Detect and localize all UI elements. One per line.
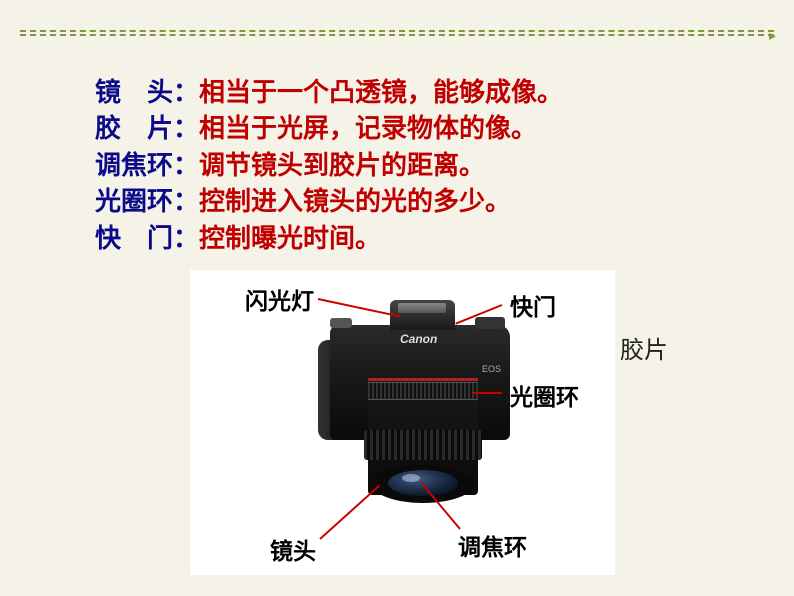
term: 调焦环： [95, 151, 199, 180]
definition-row: 镜 头：相当于一个凸透镜，能够成像。 [95, 75, 563, 111]
desc: 相当于一个凸透镜，能够成像。 [199, 78, 563, 107]
pointer-aperture [472, 392, 502, 394]
aperture-ring-shape [368, 382, 478, 400]
lens-reflection [402, 474, 420, 482]
camera-shutter-shape [330, 318, 352, 328]
desc: 控制进入镜头的光的多少。 [199, 187, 511, 216]
focus-ring-shape [364, 430, 482, 460]
diagram-label-aperture: 光圈环 [510, 378, 579, 412]
diagram-label-lens: 镜头 [270, 532, 316, 566]
term: 胶 片： [95, 114, 199, 143]
term: 光圈环： [95, 187, 199, 216]
definition-row: 调焦环：调节镜头到胶片的距离。 [95, 148, 563, 184]
diagram-label-focus: 调焦环 [458, 528, 527, 562]
camera-diagram: Canon EOS 闪光灯 快门光圈环调焦环 镜头 [190, 270, 615, 575]
brand-text: Canon [400, 332, 437, 346]
model-text: EOS [482, 365, 501, 374]
diagram-label-shutter: 快门 [510, 288, 556, 322]
lens-red-line [368, 378, 478, 381]
desc: 调节镜头到胶片的距离。 [199, 151, 485, 180]
diagram-label-flash: 闪光灯 [245, 282, 314, 316]
desc: 相当于光屏，记录物体的像。 [199, 114, 537, 143]
term: 镜 头： [95, 78, 199, 107]
decorative-divider: ▸ [20, 30, 774, 38]
definition-row: 胶 片：相当于光屏，记录物体的像。 [95, 111, 563, 147]
camera-dial-shape [475, 317, 505, 329]
film-extra-label: 胶片 [620, 330, 668, 365]
definitions-block: 镜 头：相当于一个凸透镜，能够成像。 胶 片：相当于光屏，记录物体的像。 调焦环… [95, 75, 563, 257]
definition-row: 光圈环：控制进入镜头的光的多少。 [95, 184, 563, 220]
term: 快 门： [95, 224, 199, 253]
pointer-flash [318, 298, 402, 318]
pointer-lens [319, 485, 380, 540]
camera-flash-shape [398, 303, 446, 313]
definition-row: 快 门：控制曝光时间。 [95, 221, 563, 257]
desc: 控制曝光时间。 [199, 224, 381, 253]
